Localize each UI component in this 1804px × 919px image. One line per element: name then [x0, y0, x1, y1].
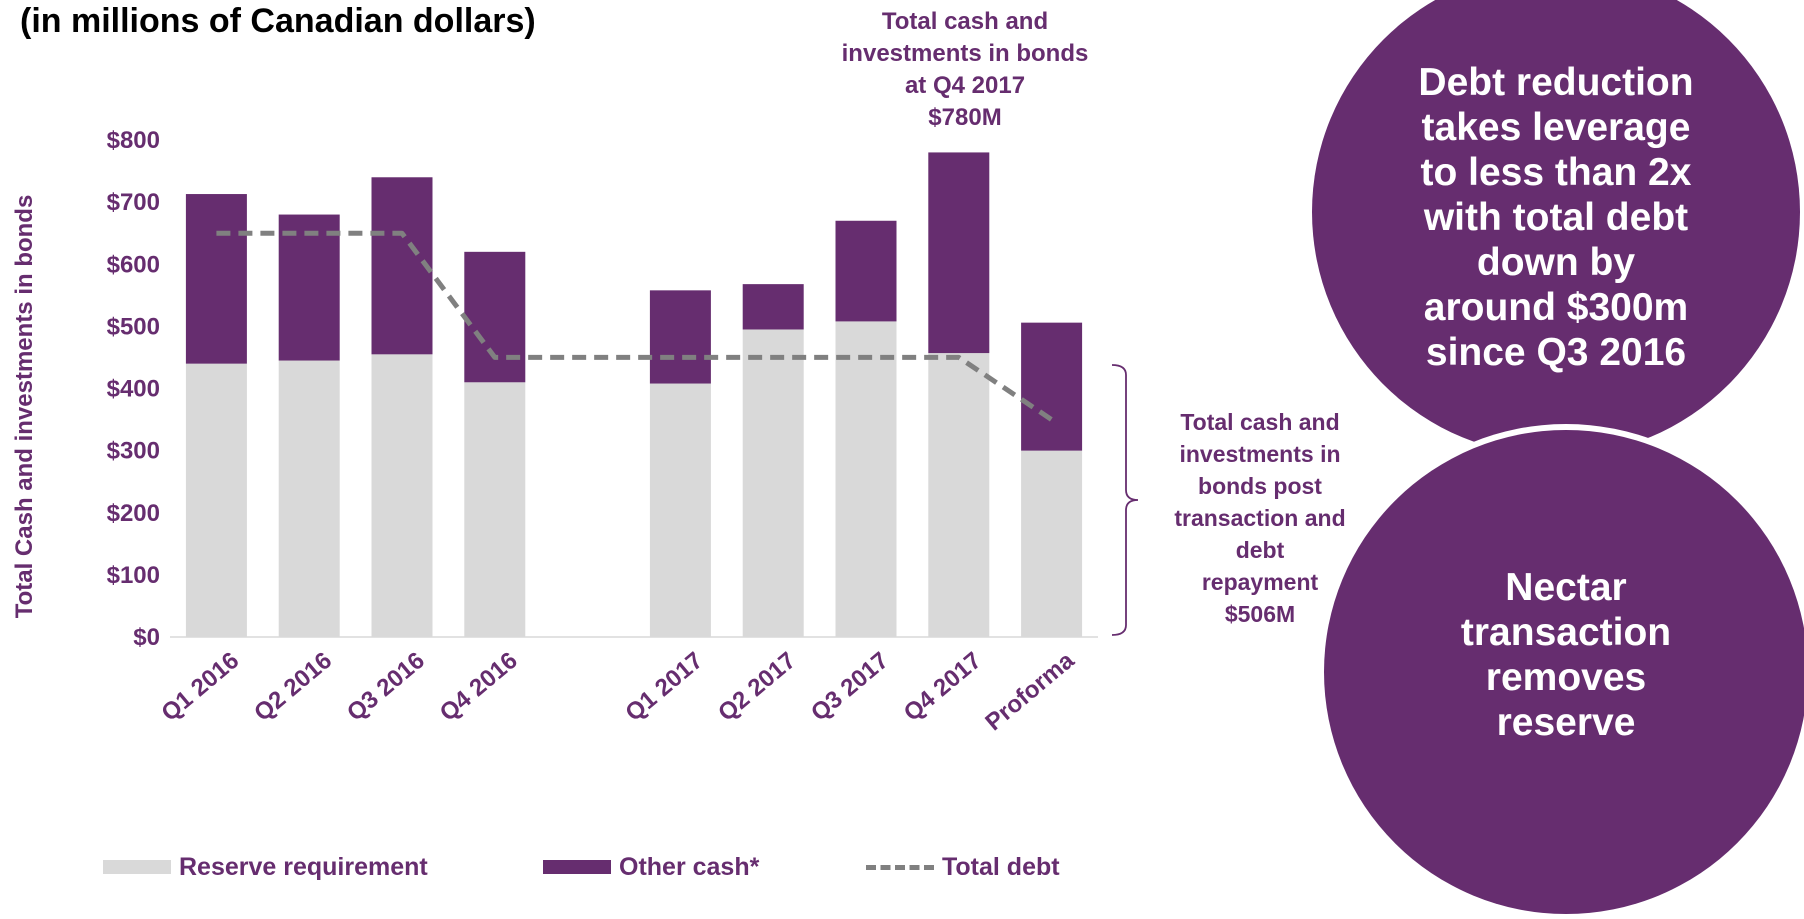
y-tick-label: $600 — [107, 251, 160, 278]
annotation-line: repayment — [1201, 569, 1319, 595]
y-tick-label: $400 — [107, 376, 160, 403]
q4-2017-total-annotation: Total cash and investments in bonds at Q… — [820, 6, 1110, 134]
total-debt-line — [216, 230, 1053, 422]
callout-line: around $300m — [1423, 285, 1689, 329]
x-tick-label: Proforma — [980, 646, 1080, 736]
bar-reserve-requirement — [928, 353, 990, 637]
chart-title: (in millions of Canadian dollars) — [20, 2, 536, 40]
y-tick-label: $700 — [107, 189, 160, 216]
bar-reserve-requirement — [835, 321, 897, 637]
annotation-line: investments in bonds — [841, 40, 1089, 67]
annotation-line: Total cash and — [1180, 409, 1340, 435]
annotation-line: bonds post — [1198, 473, 1322, 499]
y-tick-label: $200 — [107, 500, 160, 527]
bar-reserve-requirement — [371, 354, 433, 637]
callout-line: Debt reduction — [1418, 60, 1694, 104]
callout-line: since Q3 2016 — [1425, 330, 1687, 374]
bar-other-cash — [464, 251, 526, 383]
callout-line: to less than 2x — [1420, 150, 1692, 194]
callout-line: takes leverage — [1421, 105, 1691, 149]
y-tick-label: $300 — [107, 438, 160, 465]
legend-label: Reserve requirement — [179, 852, 428, 881]
annotation-line: debt — [1235, 537, 1285, 563]
bar-other-cash — [1021, 322, 1083, 451]
x-tick-label: Q4 2016 — [435, 647, 523, 727]
legend-item-other-cash: Other cash* — [543, 851, 759, 883]
callout-line: transaction — [1460, 610, 1672, 654]
x-tick-label: Q3 2016 — [342, 647, 430, 727]
bar-reserve-requirement — [742, 329, 804, 637]
callout-line: reserve — [1496, 700, 1636, 744]
legend-item-reserve: Reserve requirement — [103, 851, 428, 883]
bar-other-cash — [649, 290, 711, 384]
annotation-line: Total cash and — [881, 8, 1049, 35]
y-axis-title: Total Cash and investments in bonds — [11, 195, 38, 619]
bar-reserve-requirement — [464, 382, 526, 637]
bar-other-cash — [742, 284, 804, 330]
proforma-brace — [1111, 364, 1139, 636]
bar-reserve-requirement — [1021, 450, 1083, 637]
annotation-line: at Q4 2017 — [904, 72, 1026, 99]
legend-label: Total debt — [942, 852, 1060, 881]
callout-line: removes — [1485, 655, 1647, 699]
bar-other-cash — [928, 152, 990, 354]
bar-reserve-requirement — [278, 360, 340, 637]
bar-other-cash — [278, 214, 340, 361]
y-tick-label: $500 — [107, 313, 160, 340]
legend-item-total-debt: Total debt — [866, 851, 1060, 883]
nectar-transaction-callout: Nectar transaction removes reserve — [1324, 430, 1804, 914]
bar-reserve-requirement — [185, 363, 247, 637]
x-tick-label: Q4 2017 — [899, 647, 987, 727]
other-cash-swatch — [543, 860, 611, 874]
legend-label: Other cash* — [619, 852, 760, 881]
bar-other-cash — [835, 220, 897, 322]
bar-other-cash — [185, 194, 247, 364]
y-tick-label: $0 — [133, 624, 160, 651]
x-tick-label: Q1 2017 — [620, 647, 708, 727]
x-tick-label: Q2 2017 — [713, 647, 801, 727]
y-tick-label: $100 — [107, 562, 160, 589]
proforma-total-annotation: Total cash and investments in bonds post… — [1150, 406, 1370, 630]
x-tick-label: Q1 2016 — [156, 647, 244, 727]
annotation-line: investments in — [1179, 441, 1341, 467]
reserve-swatch — [103, 860, 171, 874]
annotation-line: $506M — [1224, 601, 1296, 627]
bar-other-cash — [371, 177, 433, 355]
callout-line: Nectar — [1505, 565, 1627, 609]
total-debt-swatch — [866, 864, 934, 870]
debt-reduction-callout: Debt reduction takes leverage to less th… — [1312, 0, 1800, 456]
x-tick-label: Q2 2016 — [249, 647, 337, 727]
x-tick-label: Q3 2017 — [806, 647, 894, 727]
annotation-line: $780M — [928, 104, 1002, 131]
callout-line: with total debt — [1423, 195, 1689, 239]
callout-line: down by — [1476, 240, 1636, 284]
y-tick-label: $800 — [107, 127, 160, 154]
annotation-line: transaction and — [1174, 505, 1346, 531]
bar-reserve-requirement — [649, 383, 711, 637]
